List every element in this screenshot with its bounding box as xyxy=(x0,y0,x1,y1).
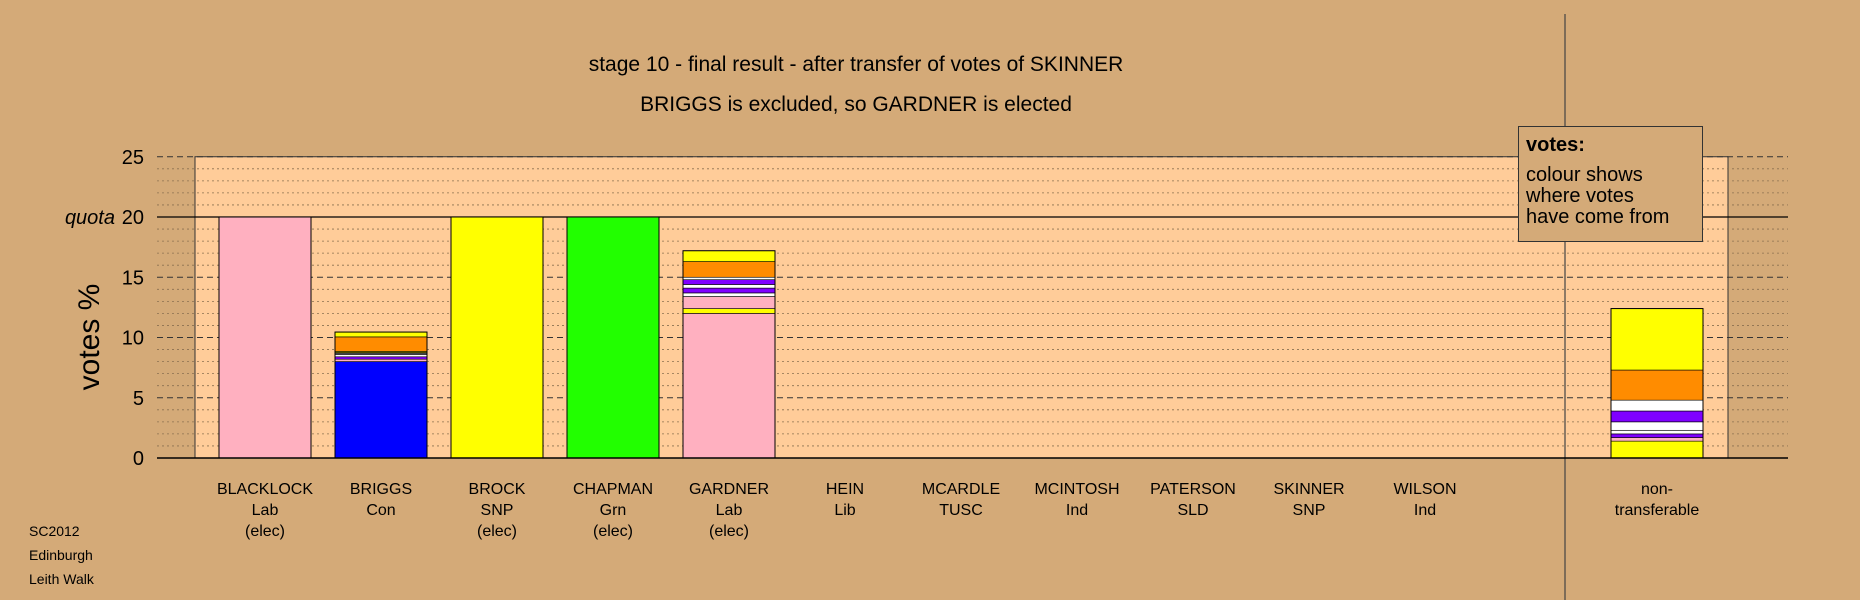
bar-segment-gardner xyxy=(682,279,776,285)
bar-segment-nontransferable xyxy=(1610,308,1704,371)
y-axis-label: votes % xyxy=(73,284,106,391)
nontransferable-label: transferable xyxy=(1615,502,1700,519)
bar-segment-briggs xyxy=(334,361,428,459)
category-label: WILSON xyxy=(1393,481,1456,498)
legend-line: where votes xyxy=(1526,185,1634,207)
category-label: PATERSON xyxy=(1150,481,1236,498)
bar-segment-gardner xyxy=(682,308,776,314)
bar-segment-gardner xyxy=(682,292,776,297)
bar-segment-gardner xyxy=(682,296,776,309)
bar-segment-gardner xyxy=(682,284,776,289)
y-tick-label: 15 xyxy=(122,267,144,289)
bar-segment-blacklock xyxy=(218,216,312,459)
nontransferable-label: non- xyxy=(1641,481,1673,498)
bar-segment-gardner xyxy=(682,250,776,262)
y-tick-label: 5 xyxy=(133,388,144,410)
category-labels: BLACKLOCK Lab (elec) BRIGGS Con BROCK SNP (elec… xyxy=(217,481,1699,540)
category-label: SNP xyxy=(481,502,514,519)
bar-segment-gardner xyxy=(682,261,776,278)
category-label: Grn xyxy=(600,502,627,519)
corner-ward: Leith Walk xyxy=(29,571,94,587)
category-label: (elec) xyxy=(709,523,749,540)
legend-line: colour shows xyxy=(1526,164,1643,186)
bar-segment-nontransferable xyxy=(1610,410,1704,423)
category-label: Ind xyxy=(1414,502,1436,519)
bar-segment-chapman xyxy=(566,216,660,459)
category-label: Lab xyxy=(252,502,279,519)
category-label: GARDNER xyxy=(689,481,769,498)
legend: votes: colour shows where votes have com… xyxy=(1518,126,1703,242)
category-label: BLACKLOCK xyxy=(217,481,313,498)
category-label: SKINNER xyxy=(1273,481,1344,498)
bar-segment-briggs xyxy=(334,336,428,352)
y-tick-label: 25 xyxy=(122,147,144,169)
category-label: Con xyxy=(366,502,395,519)
category-label: SLD xyxy=(1177,502,1208,519)
bar-segment-nontransferable xyxy=(1610,399,1704,412)
bar-segment-nontransferable xyxy=(1610,369,1704,401)
corner-city: Edinburgh xyxy=(29,547,93,563)
category-label: (elec) xyxy=(593,523,633,540)
y-tick-labels: 0 5 10 15 20 25 quota xyxy=(65,147,144,470)
bar-segment-nontransferable xyxy=(1610,433,1704,438)
category-label: BRIGGS xyxy=(350,481,412,498)
corner-election: SC2012 xyxy=(29,523,80,539)
legend-line: have come from xyxy=(1526,206,1670,228)
category-label: (elec) xyxy=(477,523,517,540)
bar-segment-nontransferable xyxy=(1610,429,1704,435)
bar-segment-briggs xyxy=(334,331,428,338)
bar-segment-gardner xyxy=(682,313,776,459)
y-tick-label: 10 xyxy=(122,328,144,350)
y-tick-label: 0 xyxy=(133,448,144,470)
bar-segment-nontransferable xyxy=(1610,421,1704,431)
category-label: HEIN xyxy=(826,481,864,498)
bar-segment-nontransferable xyxy=(1610,437,1704,442)
category-label: BROCK xyxy=(469,481,526,498)
category-label: Lib xyxy=(834,502,855,519)
bar-segment-briggs xyxy=(334,354,428,358)
category-label: TUSC xyxy=(939,502,983,519)
corner-text: SC2012 Edinburgh Leith Walk xyxy=(29,519,94,591)
category-label: CHAPMAN xyxy=(573,481,653,498)
grid-lines xyxy=(157,156,1788,447)
bar-segment-briggs xyxy=(334,356,428,360)
chart-subtitle: BRIGGS is excluded, so GARDNER is electe… xyxy=(640,93,1072,116)
category-label: Lab xyxy=(716,502,743,519)
category-label: (elec) xyxy=(245,523,285,540)
legend-title: votes: xyxy=(1526,134,1585,156)
category-label: Ind xyxy=(1066,502,1088,519)
quota-tick-label: quota xyxy=(65,207,115,229)
category-label: SNP xyxy=(1293,502,1326,519)
bar-segment-gardner xyxy=(682,276,776,280)
bars xyxy=(218,216,1704,459)
bar-segment-nontransferable xyxy=(1610,440,1704,459)
chart-title: stage 10 - final result - after transfer… xyxy=(589,53,1124,76)
category-label: MCINTOSH xyxy=(1034,481,1119,498)
bar-segment-brock xyxy=(450,216,544,459)
y-tick-label: 20 xyxy=(122,207,144,229)
category-label: MCARDLE xyxy=(922,481,1000,498)
bar-segment-gardner xyxy=(682,287,776,294)
bar-segment-briggs xyxy=(334,358,428,362)
